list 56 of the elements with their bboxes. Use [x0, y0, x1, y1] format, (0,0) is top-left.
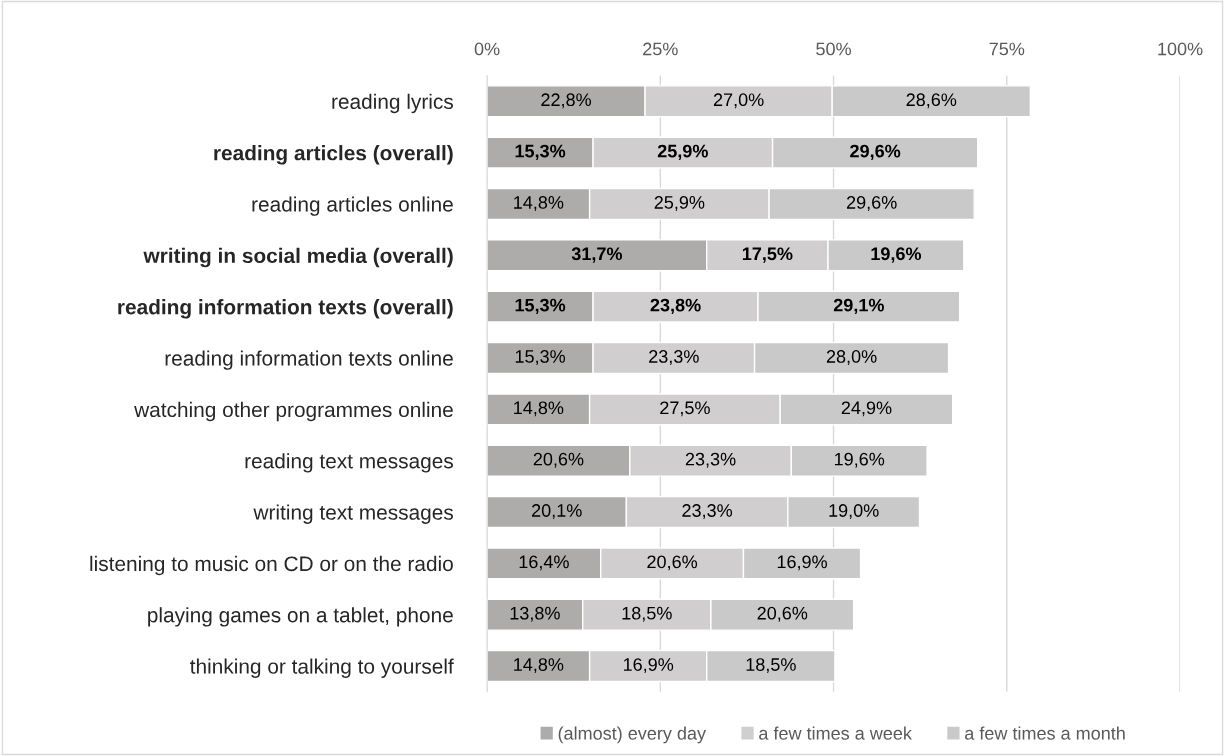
- data-label: 24,9%: [841, 401, 892, 417]
- data-label: 19,0%: [829, 504, 879, 520]
- data-label: 23,3%: [649, 350, 699, 365]
- data-label: 23,3%: [682, 504, 733, 520]
- data-label: 27,0%: [713, 93, 764, 109]
- data-label: 15,3%: [515, 350, 566, 365]
- data-label: 20,6%: [757, 606, 808, 622]
- legend-label: a few times a month: [965, 726, 1125, 740]
- x-tick-label: 0%: [474, 42, 500, 56]
- data-label: 28,6%: [906, 93, 957, 109]
- data-label: 14,8%: [514, 196, 564, 211]
- data-label: 28,0%: [826, 350, 877, 365]
- data-label: 14,8%: [514, 401, 564, 417]
- data-label: 16,4%: [519, 555, 569, 571]
- data-label: 20,6%: [533, 452, 584, 468]
- data-label: 25,9%: [654, 196, 705, 211]
- data-label: 18,5%: [746, 658, 796, 674]
- data-label: 23,3%: [685, 452, 736, 468]
- y-tick-label: reading information texts online: [165, 350, 453, 370]
- data-label: 16,9%: [777, 555, 827, 571]
- y-tick-label: writing text messages: [253, 504, 453, 524]
- data-label: 15,3%: [515, 298, 566, 315]
- data-label: 23,8%: [650, 298, 701, 315]
- x-tick-label: 100%: [1158, 42, 1203, 56]
- data-label: 20,6%: [647, 555, 698, 571]
- y-tick-label: reading articles online: [252, 196, 453, 216]
- data-label: 27,5%: [660, 401, 710, 417]
- y-tick-label: reading lyrics: [332, 93, 453, 114]
- y-tick-label: watching other programmes online: [134, 401, 453, 422]
- data-label: 29,6%: [850, 144, 901, 161]
- y-tick-label: writing in social media (overall): [143, 247, 453, 268]
- y-tick-label: reading articles (overall): [214, 145, 453, 165]
- x-tick-label: 25%: [643, 42, 678, 56]
- data-label: 18,5%: [622, 606, 672, 622]
- data-label: 25,9%: [657, 144, 708, 161]
- data-label: 19,6%: [834, 452, 885, 468]
- y-tick-label: listening to music on CD or on the radio: [90, 555, 453, 576]
- y-tick-label: playing games on a tablet, phone: [148, 607, 453, 627]
- data-label: 17,5%: [742, 247, 793, 263]
- data-label: 14,8%: [514, 658, 564, 674]
- x-tick-label: 50%: [816, 42, 851, 56]
- data-label: 22,8%: [541, 93, 592, 109]
- legend-label: (almost) every day: [558, 726, 706, 744]
- data-label: 29,6%: [846, 196, 897, 211]
- data-label: 29,1%: [833, 298, 884, 315]
- y-tick-label: reading information texts (overall): [118, 299, 453, 319]
- data-label: 20,1%: [532, 504, 582, 520]
- legend-label: a few times a week: [759, 726, 912, 740]
- data-label: 15,3%: [515, 144, 566, 161]
- x-tick-label: 75%: [989, 42, 1025, 56]
- data-label: 16,9%: [623, 658, 674, 674]
- y-tick-label: reading text messages: [245, 453, 453, 473]
- y-tick-label: thinking or talking to yourself: [190, 658, 454, 678]
- data-label: 13,8%: [510, 606, 560, 622]
- data-label: 31,7%: [571, 247, 623, 263]
- data-label: 19,6%: [871, 247, 922, 263]
